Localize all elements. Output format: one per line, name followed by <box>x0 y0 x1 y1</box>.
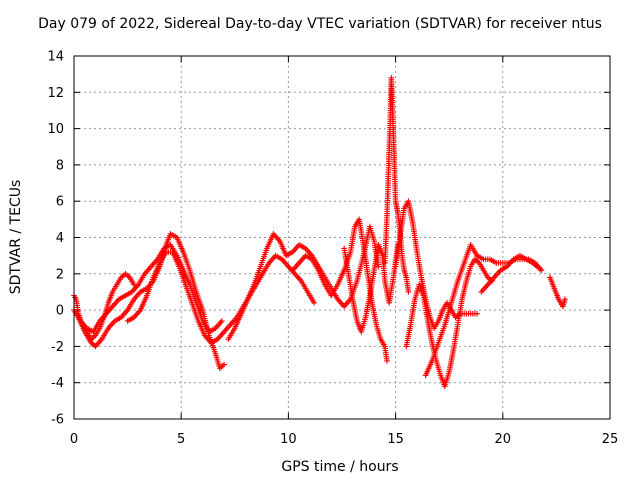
data-point <box>311 300 317 306</box>
chart-title: Day 079 of 2022, Sidereal Day-to-day VTE… <box>38 16 602 32</box>
tick-layer: 0 5 10 15 20 25 -6 -4 -2 0 2 4 6 8 10 12 14 <box>47 50 618 448</box>
data-point <box>219 318 225 324</box>
mark-layer <box>71 74 568 390</box>
x-tick-label: 20 <box>495 432 512 447</box>
x-tick-label: 0 <box>70 432 78 447</box>
series-arc-8 <box>392 198 480 332</box>
y-tick-label: 0 <box>56 304 64 319</box>
y-tick-label: 12 <box>47 86 64 101</box>
y-tick-label: -6 <box>51 413 64 428</box>
y-tick-label: 14 <box>47 50 64 65</box>
x-tick-label: 25 <box>602 432 619 447</box>
y-tick-label: 4 <box>56 231 64 246</box>
x-tick-label: 10 <box>280 432 297 447</box>
series-arc-6 <box>289 216 390 364</box>
data-point <box>538 267 545 273</box>
x-tick-label: 15 <box>387 432 404 447</box>
grid-layer <box>74 56 610 419</box>
series-arc-7 <box>341 241 401 335</box>
data-point <box>375 263 382 270</box>
y-tick-label: 6 <box>56 195 64 210</box>
data-point <box>474 310 480 317</box>
series-arc-3 <box>75 231 227 371</box>
plot-frame <box>73 55 611 420</box>
data-point <box>405 289 412 295</box>
data-point <box>562 296 568 303</box>
data-point <box>221 361 227 368</box>
series-arc-11 <box>478 252 545 295</box>
x-tick-label: 5 <box>177 432 185 447</box>
x-axis-label: GPS time / hours <box>281 459 398 475</box>
series-arc-12 <box>547 274 568 310</box>
data-point <box>384 358 390 364</box>
series-spike <box>382 74 412 295</box>
y-tick-label: 2 <box>56 267 64 282</box>
series-arc-10 <box>422 241 545 379</box>
y-tick-label: 10 <box>47 122 64 137</box>
y-tick-label: -4 <box>51 376 64 391</box>
series-arc-9 <box>403 256 495 390</box>
y-axis-label: SDTVAR / TECUs <box>8 180 24 295</box>
y-tick-label: 8 <box>56 158 64 173</box>
y-tick-label: -2 <box>51 340 64 355</box>
